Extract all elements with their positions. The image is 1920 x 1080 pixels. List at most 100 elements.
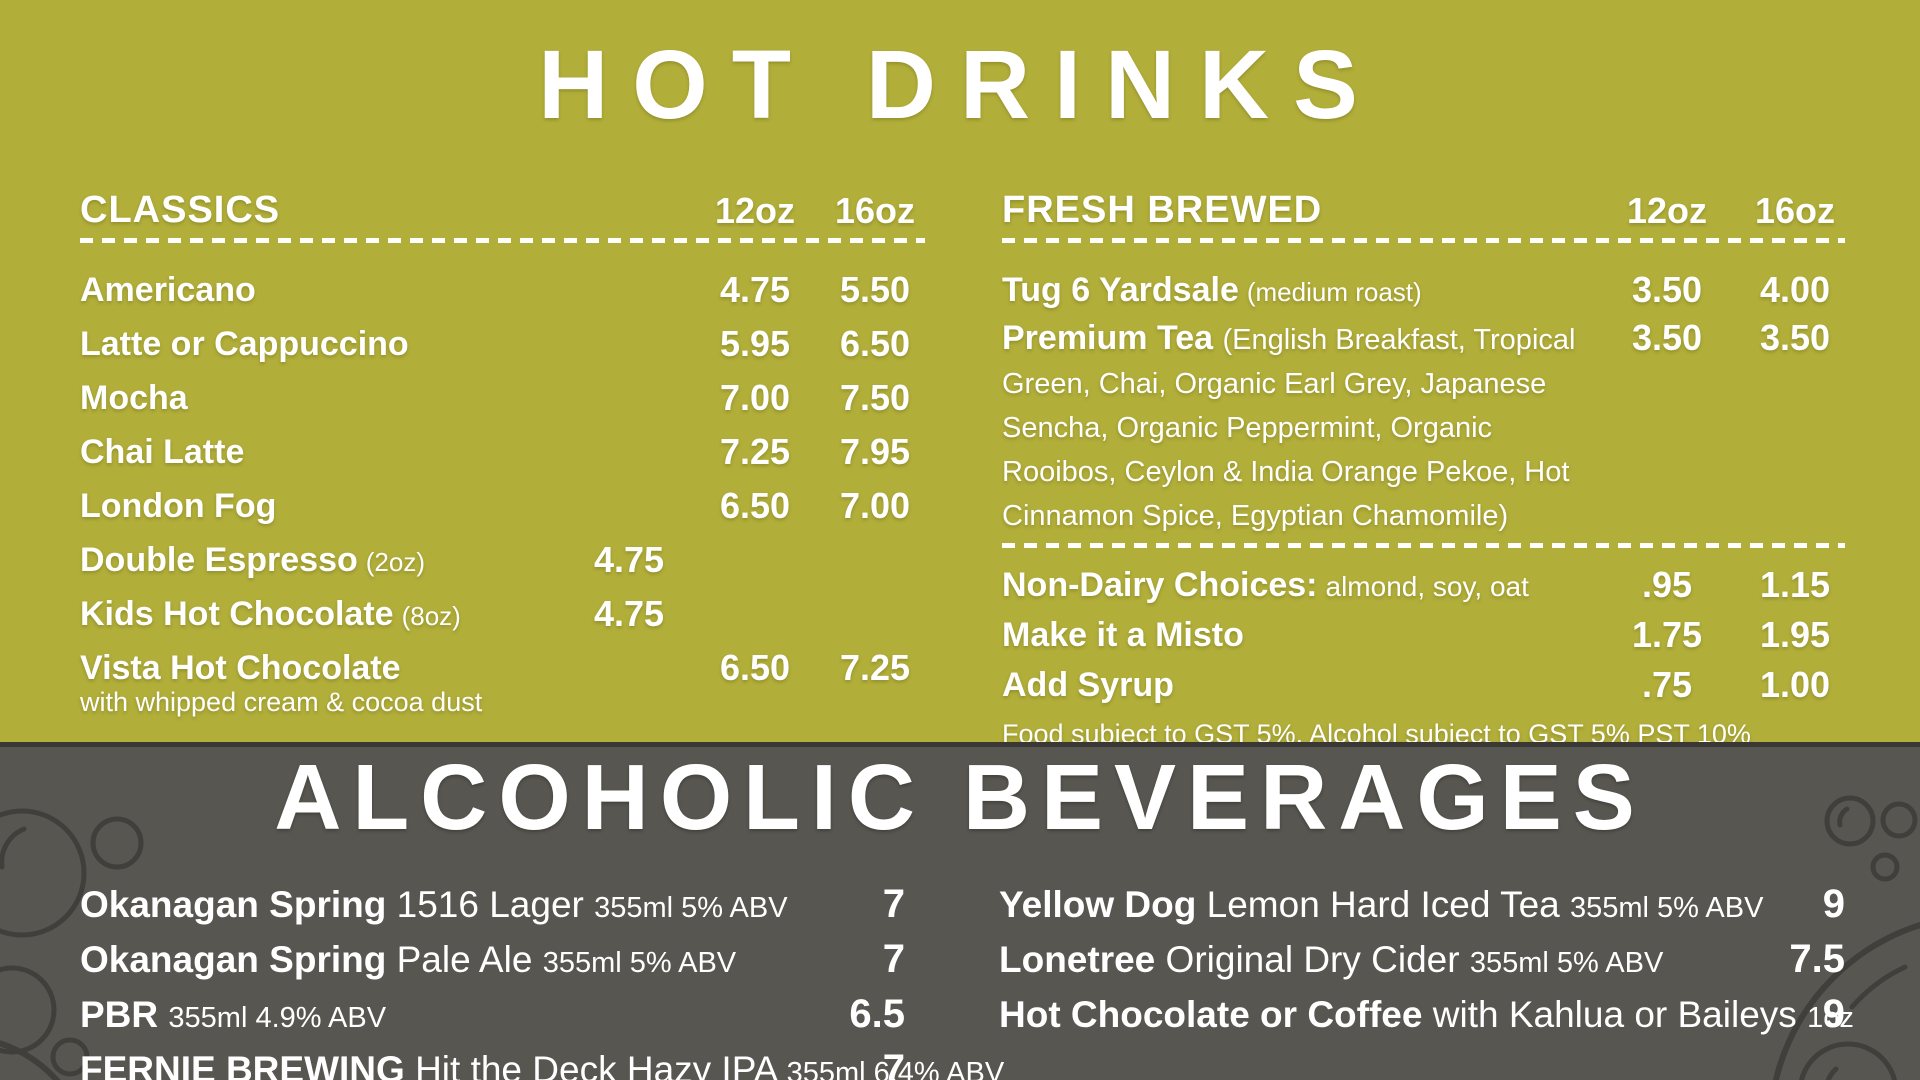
price-12oz: 7.25 bbox=[719, 431, 791, 472]
price-16oz: 4.00 bbox=[1759, 269, 1831, 310]
drink-detail: 355ml 5% ABV bbox=[1570, 891, 1764, 924]
menu-row: Mocha 7.00 7.50 bbox=[80, 371, 925, 425]
alcoholic-beverages-section: ALCOHOLIC BEVERAGES Okanagan Spring 1516… bbox=[0, 742, 1920, 1080]
alcohol-row: Hot Chocolate or Coffee with Kahlua or B… bbox=[999, 987, 1854, 1042]
brand-name: Hot Chocolate or Coffee bbox=[999, 993, 1423, 1035]
price-single: 4.75 bbox=[593, 539, 665, 580]
menu-row: Make it a Misto 1.75 1.95 bbox=[1002, 610, 1845, 660]
drink-detail: 355ml 5% ABV bbox=[594, 891, 788, 924]
hot-drinks-title: HOT DRINKS bbox=[538, 30, 1382, 139]
alcohol-right-column: Yellow Dog Lemon Hard Iced Tea 355ml 5% … bbox=[999, 877, 1854, 1042]
price: 9 bbox=[1822, 992, 1845, 1036]
drink-detail: 355ml 5% ABV bbox=[542, 946, 737, 979]
item-name: Mocha bbox=[80, 378, 188, 417]
dashed-divider bbox=[1002, 543, 1845, 548]
item-name: Make it a Misto bbox=[1002, 615, 1244, 654]
price-16oz: 7.95 bbox=[839, 431, 911, 472]
price-12oz: 1.75 bbox=[1631, 614, 1703, 655]
price: 7 bbox=[882, 1047, 905, 1080]
menu-row: Chai Latte 7.25 7.95 bbox=[80, 425, 925, 479]
menu-row: Tug 6 Yardsale (medium roast) 3.50 4.00 bbox=[1002, 263, 1845, 317]
price-12oz: 3.50 bbox=[1631, 317, 1703, 358]
classics-col-12oz: 12oz bbox=[714, 190, 796, 231]
menu-row: Kids Hot Chocolate (8oz) 4.75 bbox=[80, 587, 925, 641]
alcohol-left-column: Okanagan Spring 1516 Lager 355ml 5% ABV … bbox=[80, 877, 1004, 1080]
drink-detail: 355ml 5% ABV bbox=[1469, 946, 1664, 979]
price-12oz: .75 bbox=[1641, 664, 1693, 705]
drink-detail: 355ml 4.9% ABV bbox=[168, 1001, 387, 1034]
fresh-heading: FRESH BREWED bbox=[1002, 189, 1323, 231]
item-name: Americano bbox=[80, 270, 256, 309]
menu-row: Vista Hot Chocolate with whipped cream &… bbox=[80, 641, 925, 729]
price-12oz: 6.50 bbox=[719, 485, 791, 526]
menu-row: Latte or Cappuccino 5.95 6.50 bbox=[80, 317, 925, 371]
alcohol-row: Okanagan Spring Pale Ale 355ml 5% ABV 7 bbox=[80, 932, 905, 987]
item-name: Kids Hot Chocolate bbox=[80, 594, 394, 633]
brand-name: FERNIE BREWING bbox=[80, 1048, 405, 1080]
price-12oz: 6.50 bbox=[719, 647, 791, 688]
drink-name: Original Dry Cider bbox=[1165, 938, 1460, 980]
price-single: 4.75 bbox=[593, 593, 665, 634]
price-12oz: .95 bbox=[1641, 564, 1693, 605]
price-12oz: 3.50 bbox=[1631, 269, 1703, 310]
price-16oz: 5.50 bbox=[839, 269, 911, 310]
price: 7 bbox=[882, 937, 905, 981]
menu-row: Americano 4.75 5.50 bbox=[80, 263, 925, 317]
menu-row: Double Espresso (2oz) 4.75 bbox=[80, 533, 925, 587]
brand-name: Okanagan Spring bbox=[80, 938, 387, 980]
fresh-brewed-column: FRESH BREWED 12oz 16oz Tug 6 Yardsale (me… bbox=[1002, 180, 1845, 750]
price: 6.5 bbox=[849, 992, 905, 1036]
brand-name: PBR bbox=[80, 993, 159, 1035]
alcohol-row: Yellow Dog Lemon Hard Iced Tea 355ml 5% … bbox=[999, 877, 1845, 932]
drink-detail: 1oz bbox=[1807, 1001, 1854, 1034]
item-name: Non-Dairy Choices: bbox=[1002, 565, 1318, 604]
item-name: Double Espresso bbox=[80, 540, 358, 579]
drink-name: with Kahlua or Baileys bbox=[1432, 993, 1797, 1035]
price-16oz: 7.50 bbox=[839, 377, 911, 418]
price-16oz: 1.95 bbox=[1759, 614, 1831, 655]
item-size-note: (2oz) bbox=[365, 546, 425, 577]
tea-varieties-note: (English Breakfast, Tropical Green, Chai… bbox=[1002, 324, 1576, 532]
item-name: Add Syrup bbox=[1002, 665, 1174, 704]
dashed-divider bbox=[1002, 238, 1845, 243]
brand-name: Okanagan Spring bbox=[80, 883, 387, 925]
hot-drinks-section: HOT DRINKS CLASSICS 12oz 16oz Americano … bbox=[80, 30, 1845, 749]
price: 7.5 bbox=[1789, 937, 1845, 981]
fresh-header-row: FRESH BREWED 12oz 16oz bbox=[1002, 180, 1845, 232]
classics-header-row: CLASSICS 12oz 16oz bbox=[80, 180, 925, 232]
drink-name: Lemon Hard Iced Tea bbox=[1206, 883, 1560, 925]
menu-row: Add Syrup .75 1.00 bbox=[1002, 660, 1845, 710]
brand-name: Lonetree bbox=[999, 938, 1156, 980]
menu-row: London Fog 6.50 7.00 bbox=[80, 479, 925, 533]
price: 9 bbox=[1822, 882, 1845, 926]
alcohol-row: PBR 355ml 4.9% ABV 6.5 bbox=[80, 987, 905, 1042]
price-12oz: 5.95 bbox=[719, 323, 791, 364]
price: 7 bbox=[882, 882, 905, 926]
item-size-note: (8oz) bbox=[401, 600, 461, 631]
alcohol-row: Lonetree Original Dry Cider 355ml 5% ABV… bbox=[999, 932, 1845, 987]
drink-name: 1516 Lager bbox=[396, 883, 584, 925]
classics-column: CLASSICS 12oz 16oz Americano 4.75 5.50 L… bbox=[80, 180, 925, 729]
drink-detail: 355ml 6.4% ABV bbox=[786, 1056, 1005, 1080]
price-16oz: 1.15 bbox=[1759, 564, 1831, 605]
price-16oz: 7.25 bbox=[839, 647, 911, 688]
price-16oz: 7.00 bbox=[839, 485, 911, 526]
item-name: Latte or Cappuccino bbox=[80, 324, 409, 363]
item-name: Chai Latte bbox=[80, 432, 245, 471]
alcohol-row: FERNIE BREWING Hit the Deck Hazy IPA 355… bbox=[80, 1042, 1004, 1080]
item-name: Premium Tea bbox=[1002, 319, 1214, 357]
item-subtext: with whipped cream & cocoa dust bbox=[80, 687, 483, 717]
price-16oz: 6.50 bbox=[839, 323, 911, 364]
item-name: Tug 6 Yardsale bbox=[1002, 270, 1239, 309]
brand-name: Yellow Dog bbox=[999, 883, 1197, 925]
item-roast-note: (medium roast) bbox=[1246, 276, 1422, 307]
alcohol-row: Okanagan Spring 1516 Lager 355ml 5% ABV … bbox=[80, 877, 905, 932]
menu-row: Non-Dairy Choices: almond, soy, oat .95 1… bbox=[1002, 560, 1845, 610]
dashed-divider bbox=[80, 238, 925, 243]
price-16oz: 3.50 bbox=[1759, 317, 1831, 358]
classics-col-16oz: 16oz bbox=[834, 190, 916, 231]
alcoholic-beverages-title: ALCOHOLIC BEVERAGES bbox=[274, 745, 1646, 849]
item-name: Vista Hot Chocolate bbox=[80, 649, 401, 687]
fresh-col-16oz: 16oz bbox=[1754, 190, 1836, 231]
